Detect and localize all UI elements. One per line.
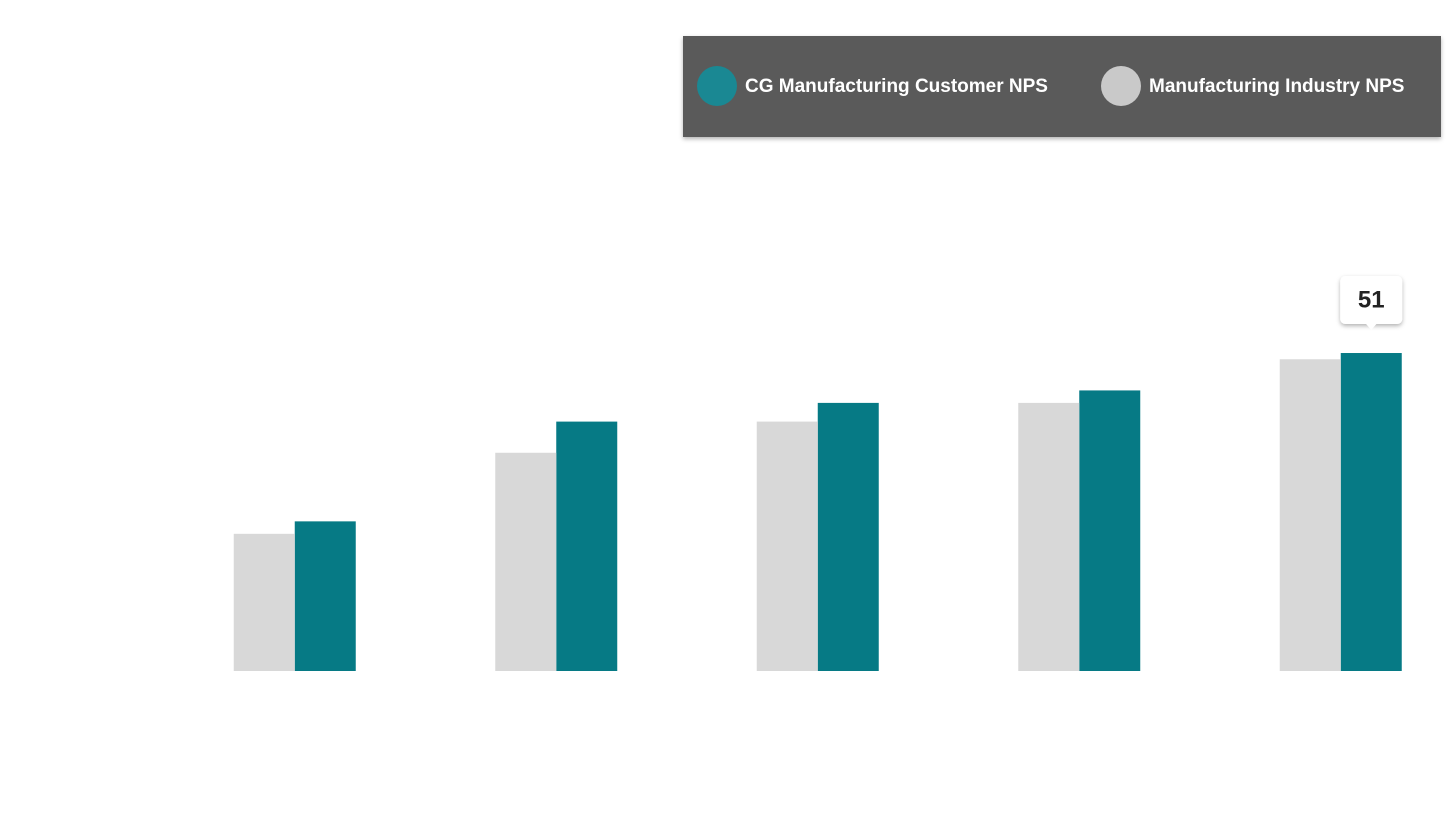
tooltip-box: [1340, 276, 1403, 325]
tooltip: 51: [1340, 276, 1403, 331]
bar[interactable]: [495, 452, 557, 671]
bar[interactable]: [294, 521, 356, 671]
bar[interactable]: [817, 402, 879, 671]
tooltip-value: 51: [1358, 286, 1385, 313]
bar[interactable]: [1340, 353, 1402, 671]
bar[interactable]: [233, 533, 295, 671]
legend: CG Manufacturing Customer NPS Manufacturi…: [683, 36, 1441, 137]
bar[interactable]: [756, 421, 818, 671]
legend-swatch[interactable]: [697, 66, 737, 106]
legend-label[interactable]: CG Manufacturing Customer NPS: [745, 76, 1048, 97]
legend-label[interactable]: Manufacturing Industry NPS: [1149, 76, 1404, 97]
bar[interactable]: [1079, 390, 1141, 671]
tooltip-pointer: [1365, 323, 1378, 331]
plot: [233, 353, 1402, 671]
bar[interactable]: [556, 421, 618, 671]
legend-box: [683, 36, 1441, 137]
bar[interactable]: [1018, 402, 1080, 671]
legend-swatch[interactable]: [1101, 66, 1141, 106]
bar[interactable]: [1279, 359, 1341, 671]
